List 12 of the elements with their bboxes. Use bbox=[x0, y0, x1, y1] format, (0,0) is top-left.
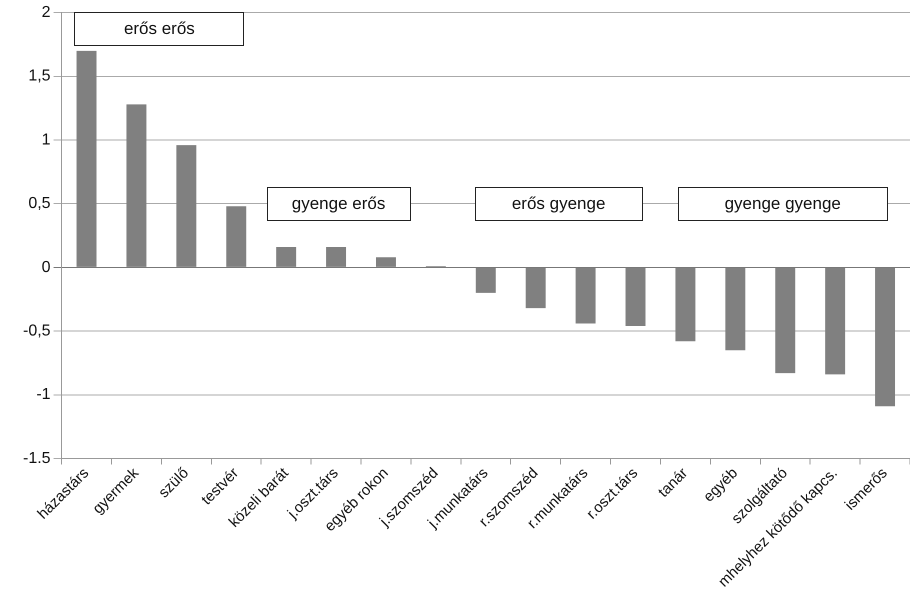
y-tick-label: 0,5 bbox=[28, 195, 51, 212]
note-box: gyenge gyenge bbox=[678, 186, 888, 221]
note-box: erős erős bbox=[74, 12, 244, 46]
y-tick-label: -1.5 bbox=[22, 450, 51, 467]
y-tick-label: 1,5 bbox=[28, 68, 51, 85]
note-box: erős gyenge bbox=[474, 186, 643, 221]
y-tick-label: -1 bbox=[36, 386, 51, 404]
y-tick-label: 0 bbox=[42, 258, 51, 276]
y-tick-label: 1 bbox=[42, 131, 51, 148]
y-tick-label: -0,5 bbox=[22, 322, 51, 340]
y-tick-label: 2 bbox=[42, 4, 51, 22]
note-box: gyenge erős bbox=[266, 186, 411, 221]
